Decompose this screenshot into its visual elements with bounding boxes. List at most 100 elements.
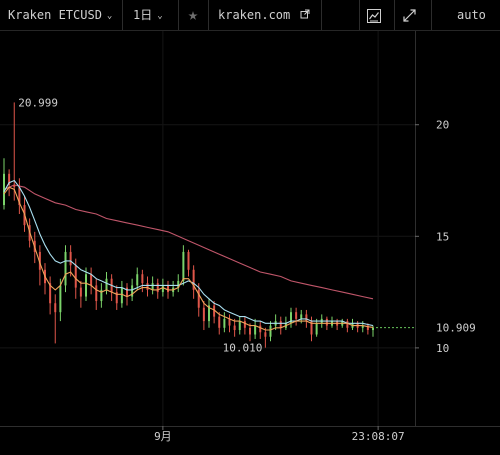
candle-body [197,289,200,308]
ma-mid-line [3,179,374,327]
price-chart[interactable]: 10.909 10 15 20 9月 23:08:07 20.999 10.010 [0,31,500,455]
external-link-icon [300,0,310,30]
symbol-selector[interactable]: Kraken ETCUSD ⌄ [8,0,112,30]
candle-body [69,251,72,266]
fast-moving-average [3,186,374,331]
toolbar-divider [208,0,209,30]
candle-body [38,251,41,270]
candle [141,269,144,293]
candle [202,301,205,331]
candle-body [192,269,195,290]
chevron-down-icon: ⌄ [157,11,163,21]
y-axis: 10 15 20 [415,31,449,426]
candle-body [74,265,77,288]
candles [3,102,374,348]
candle-body [100,289,103,302]
candle [223,312,226,333]
interval-selector[interactable]: 1日 ⌄ [133,0,163,30]
candle-body [259,325,262,333]
candle [218,312,221,335]
y-tick-label: 10 [436,342,449,355]
ma-fast-line [3,186,374,331]
candle [95,278,98,310]
y-grid [0,124,415,349]
candle-body [3,173,5,206]
candle [233,318,236,337]
candle [85,267,87,302]
candle-body [202,307,205,322]
chevron-down-icon: ⌄ [106,11,113,21]
candle-body [161,285,164,293]
candle-body [177,280,180,288]
candle [254,318,257,339]
candle [331,316,333,328]
candle-body [115,292,118,304]
candle-body [249,327,251,335]
candle-body [59,285,62,313]
candle [156,278,159,299]
candle-body [79,287,82,297]
candle-body [13,184,16,188]
candle-body [372,327,374,331]
candle-body [213,305,216,317]
candle-body [167,285,169,293]
candle-body [85,274,87,297]
candle-body [325,318,328,326]
candle-body [8,173,11,185]
toolbar-divider [394,0,395,30]
candle [136,267,139,290]
ma-slow-line [3,184,374,300]
candle-body [136,274,139,286]
site-link[interactable]: kraken.com [218,0,310,30]
candle-body [131,285,134,297]
candle [366,323,369,335]
candle [228,314,231,333]
candle [264,327,267,348]
candle [259,321,262,339]
candle [18,178,21,214]
candle [372,325,374,337]
chart-style-icon[interactable] [367,0,383,30]
fullscreen-icon[interactable] [403,0,419,30]
last-price-line: 10.909 [376,322,476,335]
candle-body [146,283,149,290]
slow-moving-average [3,184,374,300]
candle [90,267,93,295]
candle [238,316,241,335]
star-icon[interactable]: ★ [187,5,199,25]
candle [295,307,298,326]
candle [49,276,52,315]
last-price-label: 10.909 [436,322,476,335]
candle-body [126,287,128,297]
candle-body [187,251,190,270]
candle [192,265,195,299]
y-tick-label: 15 [436,230,449,243]
candle [346,318,349,333]
candle-body [279,321,282,328]
candle [187,249,190,277]
candle [269,321,272,342]
x-axis: 9月 23:08:07 [0,426,500,443]
candle-body [223,318,226,328]
candle [243,316,246,335]
candle-body [95,285,98,302]
candle [208,298,210,328]
x-grid [162,31,379,426]
candle-body [315,323,318,335]
toolbar-divider [321,0,322,30]
candle-body [290,312,292,324]
toolbar-divider [431,0,432,30]
candle-body [182,251,185,281]
candle [126,283,128,306]
toolbar-divider [359,0,360,30]
candle-body [361,325,364,328]
candle [146,276,149,297]
scale-mode-button[interactable]: auto [457,0,486,30]
candle [336,318,339,331]
max-price-label: 20.999 [18,96,58,109]
candle [249,323,251,342]
candle [172,280,175,297]
candle-body [64,251,67,286]
candle [177,274,180,293]
extreme-labels: 20.999 10.010 [18,96,262,354]
